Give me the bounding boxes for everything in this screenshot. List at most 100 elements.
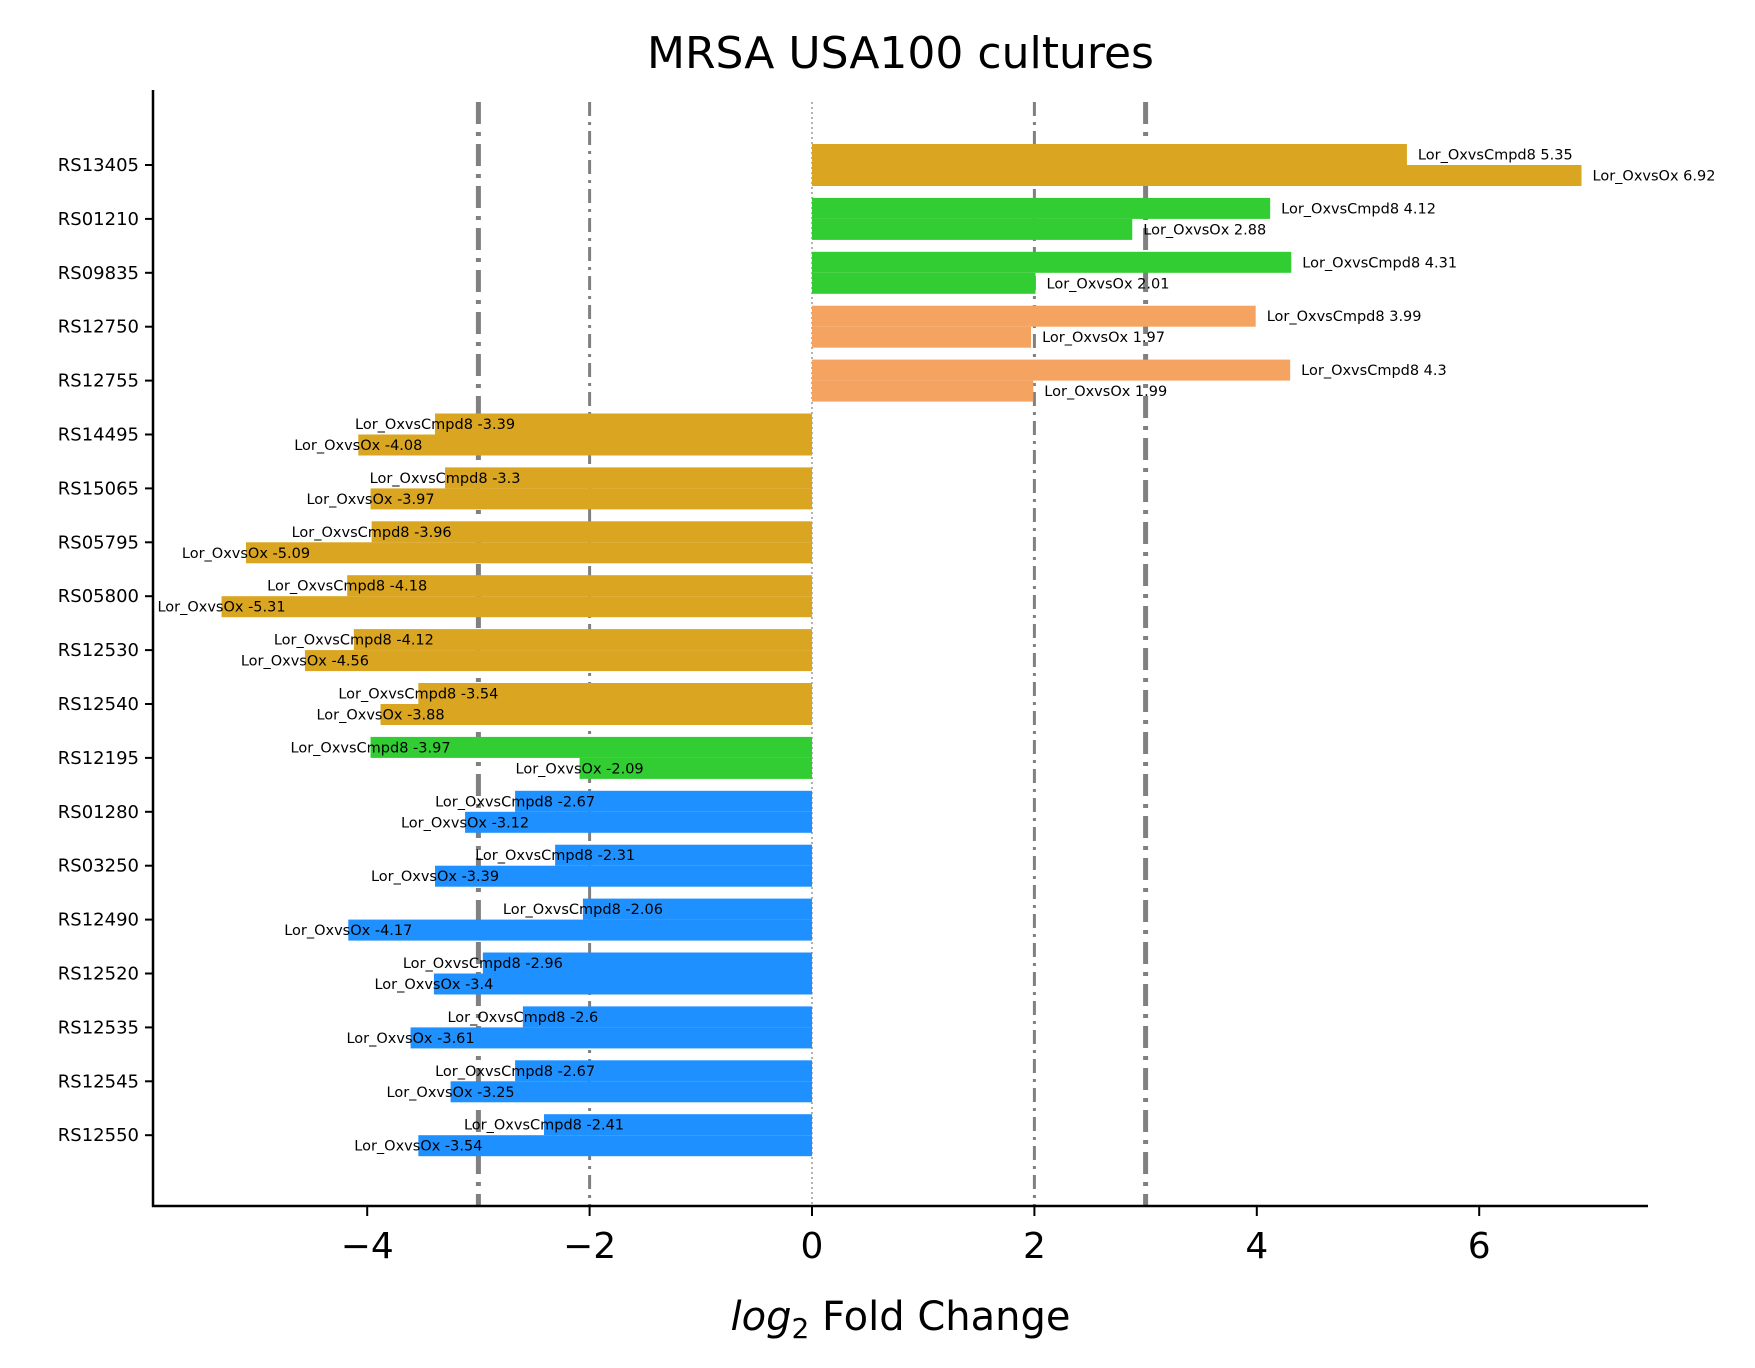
bar-cmpd8: [371, 521, 812, 543]
x-tick-label: 2: [1023, 1226, 1046, 1267]
category-label: RS01280: [58, 802, 139, 823]
bar-label-cmpd8: Lor_OxvsCmpd8 -4.12: [274, 633, 434, 649]
bar-label-cmpd8: Lor_OxvsCmpd8 -2.41: [464, 1118, 624, 1134]
bar-label-ox: Lor_OxvsOx -2.09: [516, 761, 644, 777]
bar-cmpd8: [812, 251, 1292, 273]
category-label: RS09835: [58, 263, 139, 284]
bar-cmpd8: [582, 898, 812, 920]
x-tick-label: −2: [563, 1226, 616, 1267]
category-label: RS12545: [58, 1071, 139, 1092]
bar-ox: [433, 973, 812, 995]
bar-cmpd8: [812, 197, 1271, 219]
bar-ox: [221, 596, 812, 618]
bar-cmpd8: [347, 575, 812, 597]
x-axis-label: log2 Fold Change: [731, 1294, 1071, 1345]
category-label: RS14495: [58, 425, 139, 446]
category-label: RS12750: [58, 317, 139, 338]
bar-cmpd8: [555, 844, 812, 866]
bar-cmpd8: [522, 1006, 812, 1028]
bar-cmpd8: [544, 1114, 812, 1136]
bar-label-ox: Lor_OxvsOx 6.92: [1593, 169, 1716, 185]
bar-ox: [812, 272, 1036, 294]
bar-label-cmpd8: Lor_OxvsCmpd8 -3.96: [292, 525, 452, 541]
bar-label-ox: Lor_OxvsOx -3.4: [374, 977, 493, 993]
bar-label-cmpd8: Lor_OxvsCmpd8 -3.3: [370, 471, 521, 487]
category-label: RS13405: [58, 155, 139, 176]
x-tick-label: 4: [1245, 1226, 1268, 1267]
bar-ox: [370, 488, 812, 510]
bar-cmpd8: [353, 629, 812, 651]
bar-ox: [435, 865, 812, 887]
bar-cmpd8: [812, 144, 1407, 165]
category-label: RS12520: [58, 964, 139, 985]
bar-cmpd8: [435, 413, 812, 435]
x-tick-label: 0: [801, 1226, 824, 1267]
category-label: RS12535: [58, 1017, 139, 1038]
bar-label-cmpd8: Lor_OxvsCmpd8 -3.97: [291, 740, 451, 756]
bar-cmpd8: [418, 683, 812, 704]
category-label: RS01210: [58, 209, 139, 230]
bar-label-cmpd8: Lor_OxvsCmpd8 -4.18: [267, 579, 427, 595]
bar-label-ox: Lor_OxvsOx -5.09: [182, 546, 310, 562]
bar-cmpd8: [515, 1060, 812, 1082]
bar-label-cmpd8: Lor_OxvsCmpd8 -3.54: [338, 687, 498, 703]
bar-label-cmpd8: Lor_OxvsCmpd8 -2.67: [435, 1064, 595, 1080]
bar-label-cmpd8: Lor_OxvsCmpd8 -2.31: [475, 848, 635, 864]
bar-ox: [245, 542, 812, 564]
bar-label-ox: Lor_OxvsOx -3.25: [387, 1085, 515, 1101]
bar-label-ox: Lor_OxvsOx 1.99: [1044, 384, 1167, 400]
bar-label-ox: Lor_OxvsOx -5.31: [157, 600, 285, 616]
bar-label-ox: Lor_OxvsOx -4.17: [284, 923, 412, 939]
bar-label-ox: Lor_OxvsOx -4.08: [294, 438, 422, 454]
x-ticks: −4 −2 0 2 4 6: [341, 1206, 1491, 1267]
bar-label-ox: Lor_OxvsOx 1.97: [1042, 330, 1165, 346]
bar-label-cmpd8: Lor_OxvsCmpd8 4.3: [1301, 363, 1447, 379]
axes: [151, 90, 1648, 1208]
bar-label-ox: Lor_OxvsOx -4.56: [241, 654, 369, 670]
bar-cmpd8: [812, 359, 1291, 381]
bar-ox: [812, 165, 1582, 186]
bar-label-ox: Lor_OxvsOx 2.88: [1143, 222, 1266, 238]
bar-label-cmpd8: Lor_OxvsCmpd8 4.31: [1302, 255, 1457, 271]
bar-label-ox: Lor_OxvsOx -3.97: [306, 492, 434, 508]
bar-ox: [812, 218, 1133, 240]
bar-label-cmpd8: Lor_OxvsCmpd8 3.99: [1267, 309, 1422, 325]
bar-ox: [304, 650, 812, 672]
bar-cmpd8: [445, 467, 812, 489]
category-label: RS15065: [58, 478, 139, 499]
bar-ox: [410, 1027, 812, 1049]
bars: [221, 144, 1582, 1157]
bar-labels: Lor_OxvsCmpd8 5.35 Lor_OxvsOx 6.92 Lor_Oxv…: [157, 148, 1715, 1155]
category-label: RS12195: [58, 748, 139, 769]
bar-cmpd8: [812, 305, 1256, 327]
x-tick-label: 6: [1468, 1226, 1491, 1267]
bar-label-cmpd8: Lor_OxvsCmpd8 -2.06: [503, 902, 663, 918]
bar-label-ox: Lor_OxvsOx 2.01: [1047, 276, 1170, 292]
category-labels: RS13405 RS01210 RS09835 RS12750 RS12755 RS144…: [58, 155, 153, 1146]
category-label: RS03250: [58, 856, 139, 877]
bar-label-ox: Lor_OxvsOx -3.12: [401, 815, 529, 831]
bar-label-cmpd8: Lor_OxvsCmpd8 -2.67: [435, 794, 595, 810]
bar-label-ox: Lor_OxvsOx -3.61: [346, 1031, 474, 1047]
bar-ox: [450, 1081, 812, 1103]
bar-ox: [812, 380, 1034, 402]
bar-ox: [380, 704, 812, 725]
bar-cmpd8: [482, 952, 812, 974]
chart-title: MRSA USA100 cultures: [647, 28, 1154, 79]
bar-label-ox: Lor_OxvsOx -3.88: [316, 708, 444, 724]
bar-ox: [358, 434, 812, 456]
bar-label-cmpd8: Lor_OxvsCmpd8 -2.6: [447, 1010, 598, 1026]
bar-cmpd8: [370, 736, 812, 758]
category-label: RS12530: [58, 640, 139, 661]
category-label: RS12755: [58, 371, 139, 392]
bar-label-cmpd8: Lor_OxvsCmpd8 5.35: [1418, 148, 1573, 164]
bar-label-cmpd8: Lor_OxvsCmpd8 -3.39: [355, 417, 515, 433]
bar-label-ox: Lor_OxvsOx -3.39: [371, 869, 499, 885]
x-tick-label: −4: [341, 1226, 394, 1267]
bar-label-ox: Lor_OxvsOx -3.54: [354, 1139, 482, 1155]
bar-cmpd8: [515, 790, 812, 812]
category-label: RS05800: [58, 586, 139, 607]
bar-ox: [418, 1135, 812, 1157]
bar-label-cmpd8: Lor_OxvsCmpd8 4.12: [1281, 201, 1436, 217]
